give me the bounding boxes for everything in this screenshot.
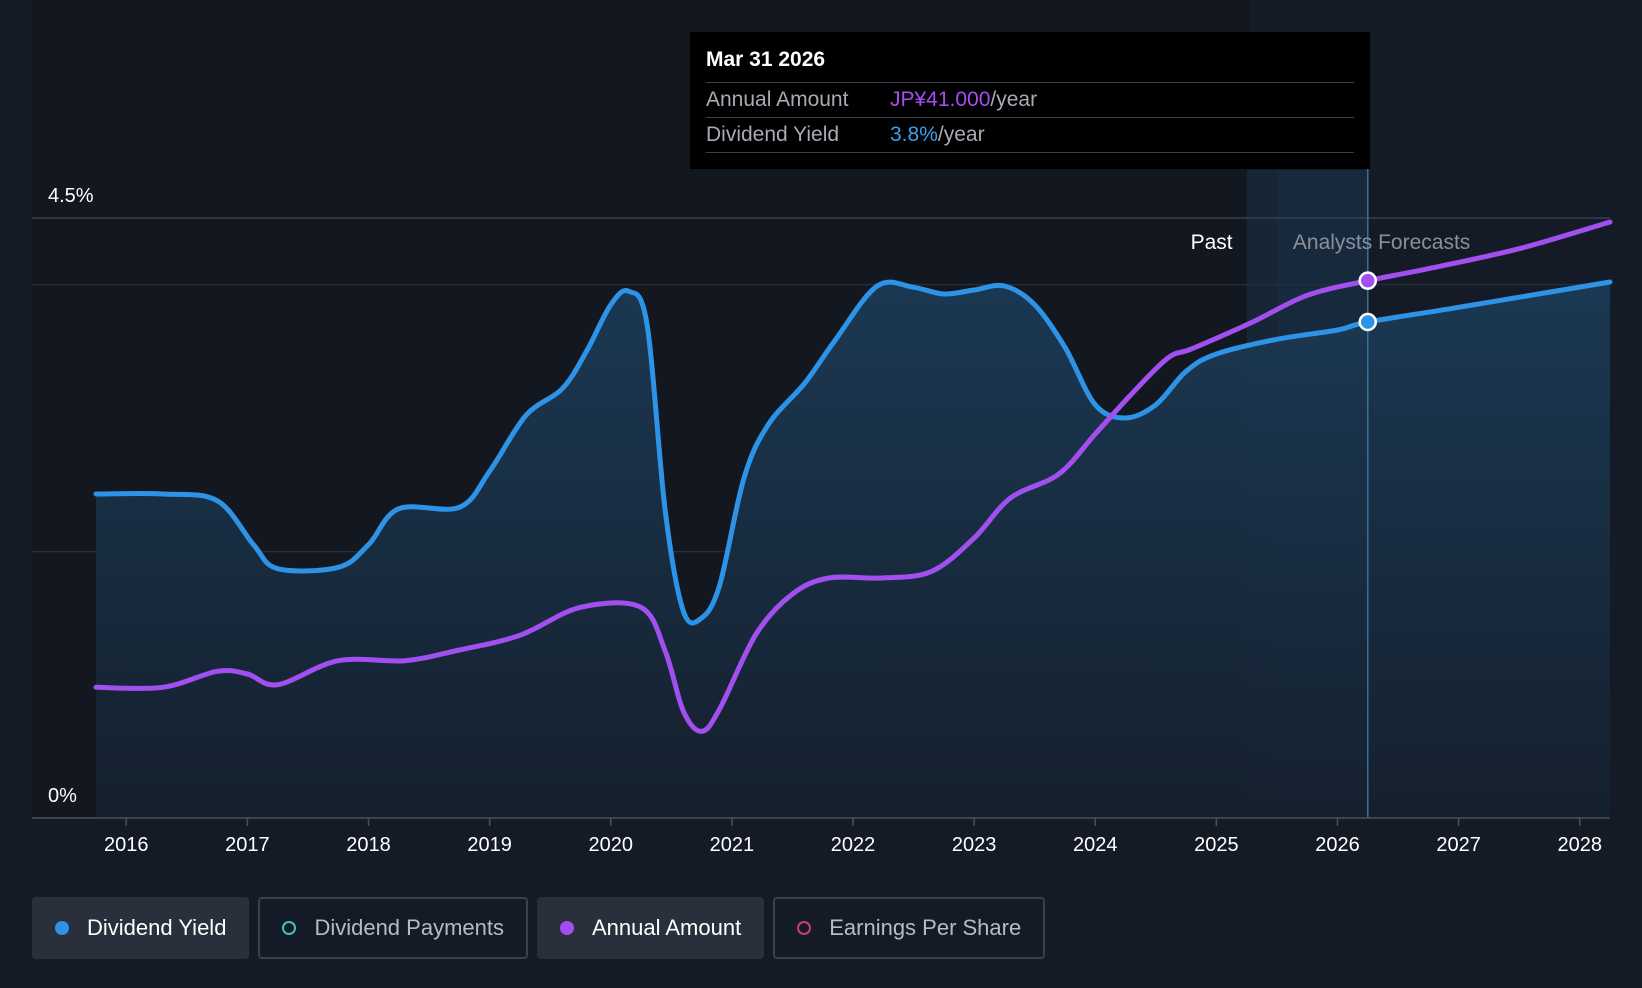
legend-label: Annual Amount: [591, 915, 742, 940]
legend-dot-icon: [55, 921, 69, 935]
x-tick-label: 2027: [1436, 834, 1481, 856]
y-label-top: 4.5%: [48, 185, 94, 207]
dividend-yield-line: [93, 279, 1613, 626]
x-tick-label: 2019: [467, 834, 512, 856]
tooltip-value: JP¥41.000: [890, 88, 991, 111]
legend-dividend-yield[interactable]: Dividend Yield: [32, 897, 250, 959]
legend-ring-icon: [282, 921, 297, 935]
x-tick-label: 2023: [952, 834, 997, 856]
legend-dot-icon: [559, 921, 574, 935]
chart-legend: Dividend Yield Dividend Payments Annual …: [32, 897, 1054, 959]
legend-ring-icon: [797, 921, 812, 935]
tooltip-date: Mar 31 2026: [706, 46, 1354, 83]
past-label: Past: [1191, 231, 1233, 254]
tooltip-value: 3.8%: [890, 123, 938, 146]
legend-label: Dividend Payments: [314, 915, 504, 940]
chart-tooltip: Mar 31 2026 Annual Amount JP¥41.000 /yea…: [690, 32, 1370, 169]
legend-annual-amount[interactable]: Annual Amount: [536, 897, 765, 959]
x-tick-label: 2024: [1073, 834, 1118, 856]
x-tick-label: 2026: [1315, 834, 1360, 856]
annual-amount-highlight-point: [1358, 271, 1378, 290]
legend-label: Dividend Yield: [87, 915, 227, 940]
x-tick-label: 2021: [710, 834, 755, 856]
legend-label: Earnings Per Share: [829, 915, 1022, 940]
x-tick-label: 2017: [225, 834, 270, 856]
x-tick-label: 2028: [1557, 834, 1602, 856]
forecast-label: Analysts Forecasts: [1293, 231, 1470, 254]
x-tick-label: 2016: [104, 834, 149, 856]
tooltip-unit: /year: [937, 123, 985, 146]
tooltip-unit: /year: [990, 88, 1038, 111]
legend-earnings-per-share[interactable]: Earnings Per Share: [773, 897, 1046, 959]
dividend-yield-highlight-point: [1358, 312, 1378, 332]
x-tick-label: 2018: [346, 834, 391, 856]
legend-dividend-payments[interactable]: Dividend Payments: [258, 897, 528, 959]
x-tick-label: 2022: [831, 834, 876, 856]
tooltip-row-dividend-yield: Dividend Yield 3.8% /year: [706, 118, 1354, 153]
annual-amount-line: [93, 219, 1613, 734]
tooltip-row-annual-amount: Annual Amount JP¥41.000 /year: [706, 83, 1354, 118]
tooltip-label: Dividend Yield: [706, 123, 840, 146]
x-tick-label: 2020: [589, 834, 634, 856]
y-label-bottom: 0%: [48, 785, 77, 807]
tooltip-label: Annual Amount: [706, 88, 849, 111]
x-tick-label: 2025: [1194, 834, 1239, 856]
dividend-yield-area: [96, 282, 1610, 818]
